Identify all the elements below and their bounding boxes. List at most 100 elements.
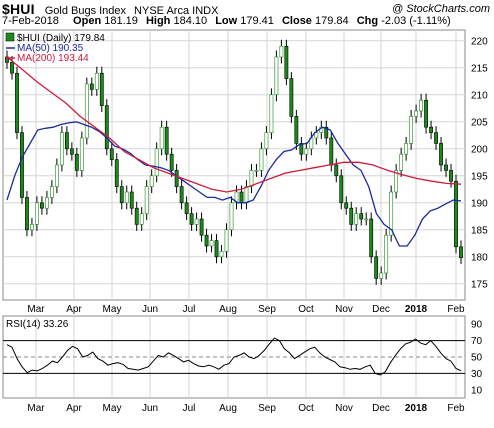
candle-body: [214, 240, 219, 258]
ma50-line: [6, 121, 462, 247]
rsi-x-tick-label: 2018: [405, 403, 428, 414]
candle-body: [364, 218, 369, 221]
candle-body: [40, 202, 44, 209]
y-tick-label: 210: [471, 90, 488, 101]
candle-body: [104, 105, 109, 150]
candle-body: [50, 186, 54, 198]
rsi-x-tick-label: Jun: [142, 403, 158, 414]
x-tick-label: Aug: [219, 304, 237, 315]
candle-body: [384, 234, 389, 274]
candle-body: [114, 159, 119, 187]
exchange: NYSE Arca: [134, 5, 190, 17]
candle-body: [339, 175, 344, 204]
chart-title: $HUI Gold Bugs Index NYSE Arca INDX: [2, 1, 218, 17]
candle-body: [30, 224, 34, 231]
x-tick-label: May: [103, 304, 122, 315]
candle-body: [274, 56, 279, 96]
candle-body: [294, 116, 299, 144]
candle-body: [404, 143, 409, 155]
y-tick-label: 195: [471, 171, 488, 182]
ma200-line: [6, 56, 462, 193]
candle-body: [94, 72, 99, 90]
candle-body: [329, 137, 334, 166]
rsi-line: [6, 337, 462, 376]
quote-date: 7-Feb-2018: [2, 15, 59, 27]
candle-body: [399, 153, 404, 171]
legend-rsi: RSI(14) 33.26: [6, 319, 69, 330]
candle-body: [344, 202, 349, 209]
candle-body: [164, 126, 169, 155]
candle-body: [394, 170, 399, 193]
rsi-y-tick-label: 50: [471, 353, 483, 364]
candle-body: [15, 72, 19, 133]
candle-body: [244, 186, 249, 204]
candle-body: [434, 132, 438, 144]
quote-line: 7-Feb-2018 Open 181.19 High 184.10 Low 1…: [2, 15, 456, 27]
y-tick-label: 180: [471, 252, 488, 263]
candle-body: [454, 180, 458, 248]
candle-body: [419, 99, 423, 112]
candle-body: [239, 191, 244, 204]
tick-labels: 175 180 185 190 195 200 205 210 215 220 10 30 50 70 90…: [27, 36, 488, 414]
candle-body: [324, 126, 329, 139]
candle-body: [209, 240, 214, 247]
y-tick-label: 175: [471, 279, 488, 290]
y-tick-label: 190: [471, 198, 488, 209]
candle-body: [35, 202, 39, 225]
candle-body: [69, 148, 74, 155]
low-label: Low: [215, 15, 238, 27]
candle-body: [99, 72, 104, 106]
x-tick-label: Jul: [183, 304, 196, 315]
candle-body: [54, 164, 59, 187]
x-tick-label: Dec: [372, 304, 390, 315]
candle-body: [269, 94, 274, 133]
candle-body: [249, 170, 254, 187]
chg-value: -2.03 (-1.11%): [381, 15, 451, 27]
candle-body: [189, 213, 194, 225]
candle-body: [429, 126, 433, 133]
symbol: $HUI: [2, 1, 35, 17]
candle-body: [139, 213, 144, 225]
candles: [5, 39, 463, 285]
candle-body: [124, 191, 129, 204]
candle-body: [409, 116, 414, 144]
candle-body: [449, 170, 453, 182]
candle-body: [59, 132, 64, 166]
rsi-x-tick-label: Mar: [27, 403, 45, 414]
candle-body: [374, 256, 379, 279]
candle-body: [304, 148, 309, 155]
rsi-y-tick-label: 30: [471, 369, 483, 380]
rsi-x-tick-label: Oct: [298, 403, 314, 414]
candle-body: [109, 148, 114, 160]
candle-body: [10, 62, 14, 74]
rsi-x-tick-label: Aug: [219, 403, 237, 414]
candle-body: [89, 83, 94, 90]
candle-body: [439, 143, 443, 166]
rsi-x-tick-label: Sep: [258, 403, 276, 414]
candle-body: [154, 148, 159, 177]
candle-body: [459, 246, 463, 258]
candle-body: [359, 213, 364, 220]
x-tick-label: Apr: [66, 304, 82, 315]
candle-body: [149, 175, 154, 187]
rsi-x-tick-label: Apr: [66, 403, 82, 414]
candle-body: [194, 218, 199, 225]
candle-body: [174, 170, 179, 187]
candle-body: [219, 251, 224, 258]
y-tick-label: 205: [471, 117, 488, 128]
candle-body: [229, 202, 234, 231]
candle-body: [389, 191, 394, 236]
candle-body: [444, 164, 448, 171]
x-tick-label: Jun: [142, 304, 158, 315]
candle-body: [204, 234, 209, 247]
candle-body: [199, 218, 204, 236]
candle-body: [264, 132, 269, 150]
y-tick-label: 220: [471, 36, 488, 47]
x-tick-label: Oct: [298, 304, 314, 315]
rsi-x-tick-label: May: [103, 403, 122, 414]
candle-body: [129, 191, 134, 209]
low-value: 179.41: [240, 15, 274, 27]
candle-body: [354, 213, 359, 225]
candle-body: [289, 78, 294, 117]
rsi-y-tick-label: 70: [471, 336, 483, 347]
